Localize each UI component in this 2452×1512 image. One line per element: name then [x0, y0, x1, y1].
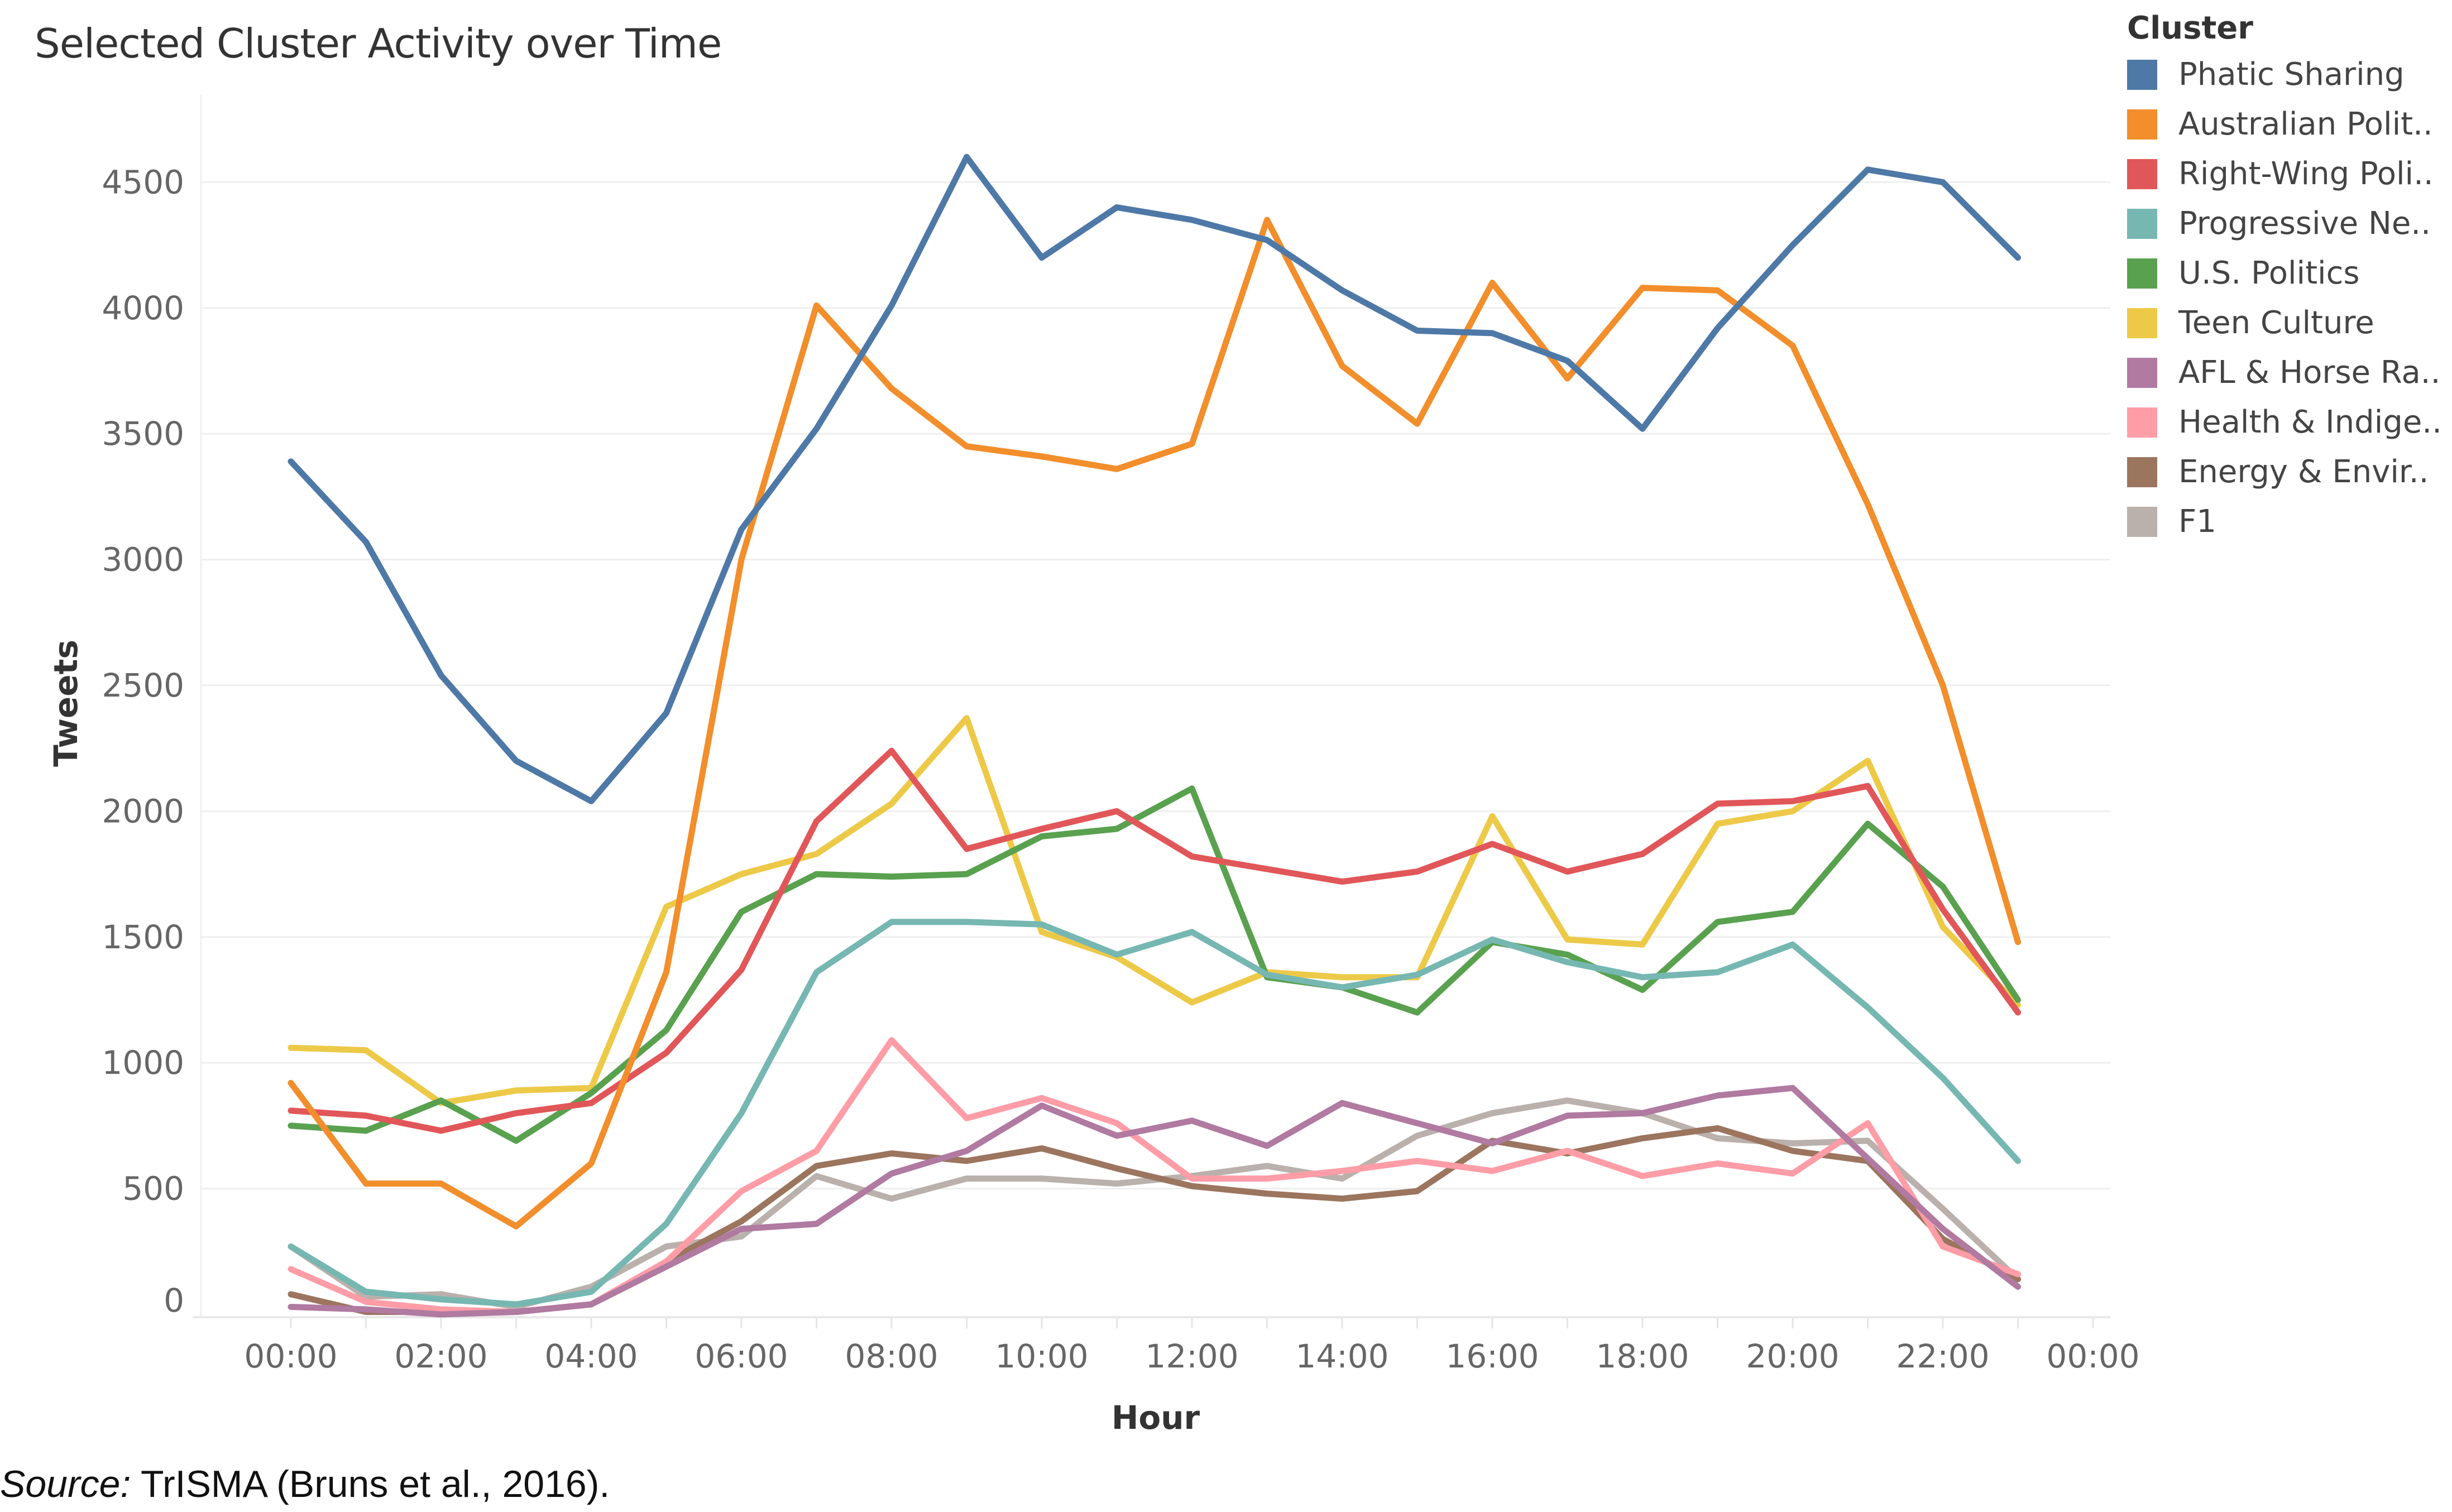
legend-item[interactable]: Health & Indige..: [2127, 397, 2442, 447]
x-tick-label: 06:00: [695, 1337, 788, 1375]
source-note: Source: TrISMA (Bruns et al., 2016).: [0, 1462, 610, 1506]
legend-label: Energy & Envir..: [2178, 454, 2429, 490]
series-line-u-s-politics[interactable]: [288, 785, 2021, 1144]
legend-label: Health & Indige..: [2178, 404, 2442, 440]
series-line-phatic-sharing[interactable]: [288, 153, 2021, 804]
legend-swatch-icon: [2127, 258, 2157, 289]
legend-item[interactable]: Phatic Sharing: [2127, 50, 2442, 99]
legend-swatch-icon: [2127, 159, 2157, 189]
y-axis-ticks: 0 500 1000 1500 2000 2500 3000 3500 4000 4500: [102, 163, 184, 1319]
legend-swatch-icon: [2127, 109, 2157, 140]
y-tick-label: 500: [122, 1170, 184, 1208]
chart-title: Selected Cluster Activity over Time: [35, 20, 722, 67]
x-tick-label: 00:00: [244, 1337, 337, 1375]
series-line-progressive-news[interactable]: [288, 919, 2021, 1308]
legend-swatch-icon: [2127, 59, 2157, 90]
legend-swatch-icon: [2127, 208, 2157, 239]
legend: Cluster Phatic Sharing Australian Polit..…: [2127, 10, 2442, 546]
y-tick-label: 4500: [102, 163, 184, 201]
y-tick-label: 2500: [102, 666, 184, 704]
legend-label: F1: [2178, 503, 2216, 540]
gridlines: [193, 95, 2110, 1328]
legend-label: Teen Culture: [2178, 305, 2374, 341]
series-line-teen-culture[interactable]: [288, 715, 2021, 1106]
x-tick-label: 02:00: [394, 1337, 487, 1375]
source-prefix: Source:: [0, 1463, 131, 1505]
series-line-energy-environment[interactable]: [288, 1125, 2021, 1315]
legend-label: Right-Wing Poli..: [2178, 156, 2434, 192]
legend-item[interactable]: F1: [2127, 497, 2442, 546]
x-tick-label: 04:00: [544, 1337, 638, 1375]
y-tick-label: 0: [164, 1281, 184, 1319]
legend-items: Phatic Sharing Australian Polit.. Right-Wi…: [2127, 50, 2442, 546]
x-tick-label: 00:00: [2046, 1337, 2139, 1375]
series-line-f1[interactable]: [288, 1097, 2021, 1310]
legend-swatch-icon: [2127, 506, 2157, 537]
series-line-afl-horse-racing[interactable]: [288, 1084, 2021, 1318]
legend-item[interactable]: AFL & Horse Ra..: [2127, 348, 2442, 397]
legend-item[interactable]: Right-Wing Poli..: [2127, 149, 2442, 199]
y-tick-label: 3000: [102, 541, 184, 579]
series-line-right-wing-politics[interactable]: [288, 747, 2021, 1134]
legend-label: Phatic Sharing: [2178, 56, 2405, 93]
x-tick-label: 16:00: [1445, 1337, 1539, 1375]
legend-item[interactable]: Teen Culture: [2127, 298, 2442, 348]
x-axis-title: Hour: [1112, 1399, 1200, 1437]
legend-item[interactable]: Energy & Envir..: [2127, 447, 2442, 497]
x-tick-label: 14:00: [1295, 1337, 1388, 1375]
legend-label: Progressive Ne..: [2178, 205, 2431, 242]
x-tick-label: 10:00: [995, 1337, 1088, 1375]
y-tick-label: 1500: [102, 918, 184, 956]
x-tick-label: 20:00: [1746, 1337, 1839, 1375]
legend-item[interactable]: Australian Polit..: [2127, 99, 2442, 149]
y-tick-label: 3500: [102, 415, 184, 453]
source-text: TrISMA (Bruns et al., 2016).: [131, 1463, 610, 1505]
x-tick-label: 18:00: [1596, 1337, 1689, 1375]
y-tick-label: 4000: [102, 289, 184, 327]
series-lines: [288, 153, 2021, 1318]
x-tick-label: 08:00: [845, 1337, 938, 1375]
y-tick-label: 2000: [102, 792, 184, 830]
y-axis-title: Tweets: [47, 640, 85, 767]
legend-label: U.S. Politics: [2178, 255, 2360, 291]
y-tick-label: 1000: [102, 1044, 184, 1082]
legend-item[interactable]: U.S. Politics: [2127, 248, 2442, 298]
legend-swatch-icon: [2127, 357, 2157, 388]
legend-swatch-icon: [2127, 407, 2157, 438]
x-axis-ticks: 00:00 02:00 04:00 06:00 08:00 10:00 12:00 14:00…: [244, 1337, 2139, 1375]
x-tick-label: 22:00: [1896, 1337, 1989, 1375]
legend-label: Australian Polit..: [2178, 106, 2433, 142]
series-line-australian-politics[interactable]: [288, 217, 2021, 1230]
legend-swatch-icon: [2127, 457, 2157, 487]
legend-swatch-icon: [2127, 308, 2157, 338]
legend-title: Cluster: [2127, 10, 2253, 46]
line-chart: 0 500 1000 1500 2000 2500 3000 3500 4000 4500 00:…: [47, 95, 2140, 1437]
x-tick-label: 12:00: [1145, 1337, 1238, 1375]
legend-label: AFL & Horse Ra..: [2178, 354, 2441, 391]
legend-item[interactable]: Progressive Ne..: [2127, 199, 2442, 248]
